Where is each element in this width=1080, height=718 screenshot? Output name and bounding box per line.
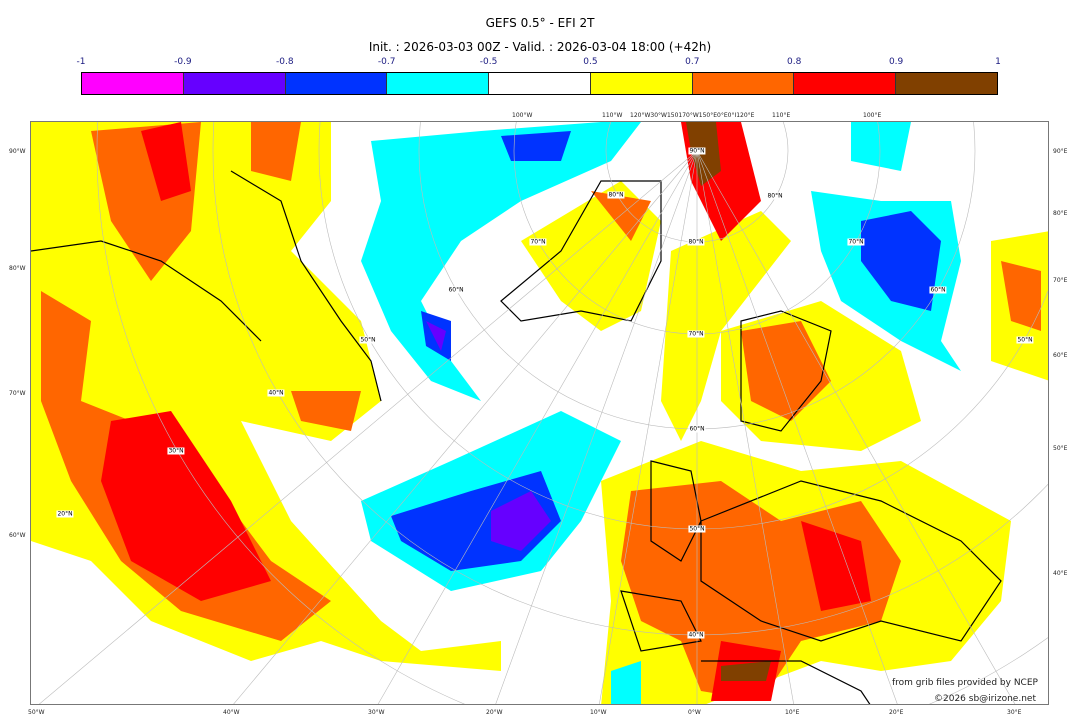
efi-purple-fields (426, 321, 551, 551)
colorbar-tick-label: 0.9 (888, 57, 904, 67)
colorbar-segment (387, 73, 490, 94)
latitude-label: 80°N (607, 191, 625, 199)
latitude-label: 40°N (267, 389, 285, 397)
colorbar-tick-label: -0.8 (275, 57, 294, 67)
top-axis-label: 120°W30°W150170°W150°E0°E0°I120°E (630, 112, 755, 119)
map-svg (31, 122, 1048, 704)
colorbar-segment (794, 73, 897, 94)
latitude-label: 80°N (687, 238, 705, 246)
latitude-label: 50°N (688, 525, 706, 533)
colorbar-segment (285, 73, 388, 94)
latitude-label: 20°N (56, 510, 74, 518)
colorbar-tick-label: -0.7 (377, 57, 396, 67)
colorbar-tick-label: -0.9 (174, 57, 192, 67)
colorbar-segment (896, 73, 998, 94)
right-axis-label: 90°E (1053, 148, 1068, 155)
top-axis-label: 110°E (772, 112, 791, 119)
colorbar-segment (692, 73, 795, 94)
latitude-label: 60°N (929, 286, 947, 294)
map-title: GEFS 0.5° - EFI 2T (485, 16, 595, 30)
latitude-label: 50°N (1016, 336, 1034, 344)
colorbar-segment (183, 73, 286, 94)
colorbar-tick-label: -0.5 (479, 57, 498, 67)
bottom-axis-label: 20°E (889, 709, 904, 716)
right-axis-label: 60°E (1053, 352, 1068, 359)
top-axis-label: 100°W (512, 112, 533, 119)
bottom-axis-label: 10°E (785, 709, 800, 716)
bottom-axis-label: 50°W (28, 709, 45, 716)
latitude-label: 30°N (167, 447, 185, 455)
bottom-axis-label: 30°W (368, 709, 385, 716)
colorbar-segment (590, 73, 693, 94)
map-area: 90°N 80°N 70°N 60°N 50°N 40°N 60°N 50°N 40°N 30°N… (30, 121, 1049, 705)
top-axis-label: 100°E (863, 112, 882, 119)
right-axis-label: 80°E (1053, 210, 1068, 217)
latitude-label: 80°N (766, 192, 784, 200)
bottom-axis-label: 0°W (688, 709, 701, 716)
latitude-label: 40°N (687, 631, 705, 639)
right-axis-label: 50°E (1053, 445, 1068, 452)
left-axis-label: 70°W (9, 390, 26, 397)
left-axis-label: 80°W (9, 265, 26, 272)
colorbar-tick-label: 0.7 (685, 57, 700, 67)
copyright: ©2026 sb@irizone.net (934, 694, 1036, 704)
latitude-label: 70°N (847, 238, 865, 246)
colorbar-segment (489, 73, 591, 94)
left-axis-label: 90°W (9, 148, 26, 155)
right-axis-label: 40°E (1053, 570, 1068, 577)
latitude-label: 50°N (359, 336, 377, 344)
map-subtitle: Init. : 2026-03-03 00Z - Valid. : 2026-0… (368, 40, 712, 54)
latitude-label: 70°N (529, 238, 547, 246)
bottom-axis-label: 20°W (486, 709, 503, 716)
bottom-axis-label: 40°W (223, 709, 240, 716)
colorbar-tick-label: 0.5 (583, 57, 598, 67)
left-axis-label: 60°W (9, 532, 26, 539)
colorbar (81, 72, 998, 95)
source-credit: from grib files provided by NCEP (892, 678, 1038, 688)
latitude-label: 60°N (688, 425, 706, 433)
colorbar-segment (82, 73, 184, 94)
latitude-label: 70°N (687, 330, 705, 338)
latitude-label: 90°N (688, 147, 706, 155)
bottom-axis-label: 10°W (590, 709, 607, 716)
latitude-label: 60°N (447, 286, 465, 294)
coastlines (31, 170, 1002, 704)
bottom-axis-label: 30°E (1007, 709, 1022, 716)
colorbar-tick-label: 0.8 (787, 57, 802, 67)
colorbar-tick-label: 1 (995, 57, 1001, 67)
top-axis-label: 110°W (602, 112, 623, 119)
right-axis-label: 70°E (1053, 277, 1068, 284)
colorbar-tick-label: -1 (76, 57, 86, 67)
